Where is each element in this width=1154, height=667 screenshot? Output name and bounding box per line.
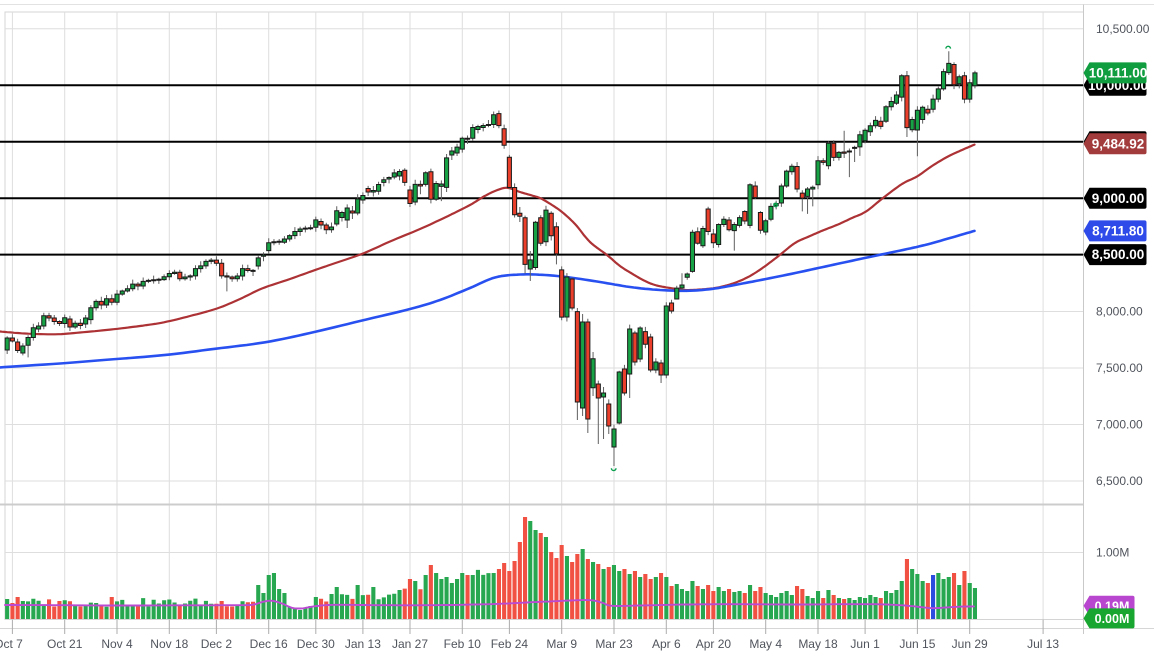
svg-text:Dec 30: Dec 30 xyxy=(297,637,335,651)
svg-text:Feb 10: Feb 10 xyxy=(444,637,482,651)
svg-text:Oct 7: Oct 7 xyxy=(0,637,23,651)
svg-text:7,000.00: 7,000.00 xyxy=(1096,418,1143,432)
svg-text:8,000.00: 8,000.00 xyxy=(1096,305,1143,319)
svg-text:Jul 13: Jul 13 xyxy=(1027,637,1059,651)
svg-text:Apr 20: Apr 20 xyxy=(696,637,732,651)
svg-text:Jan 27: Jan 27 xyxy=(392,637,428,651)
svg-text:Jun 15: Jun 15 xyxy=(899,637,935,651)
svg-text:10,111.00: 10,111.00 xyxy=(1089,66,1148,81)
svg-text:Nov 4: Nov 4 xyxy=(101,637,133,651)
svg-text:1.00M: 1.00M xyxy=(1096,546,1129,560)
svg-text:9,000.00: 9,000.00 xyxy=(1092,191,1145,206)
svg-text:Oct 21: Oct 21 xyxy=(47,637,83,651)
svg-text:0.00M: 0.00M xyxy=(1095,612,1130,626)
svg-text:Jun 1: Jun 1 xyxy=(850,637,880,651)
svg-text:6,500.00: 6,500.00 xyxy=(1096,474,1143,488)
svg-text:May 4: May 4 xyxy=(749,637,782,651)
svg-text:Mar 9: Mar 9 xyxy=(546,637,577,651)
svg-text:Nov 18: Nov 18 xyxy=(150,637,188,651)
svg-text:Apr 6: Apr 6 xyxy=(652,637,681,651)
svg-text:Dec 16: Dec 16 xyxy=(250,637,288,651)
svg-text:May 18: May 18 xyxy=(798,637,838,651)
svg-text:8,500.00: 8,500.00 xyxy=(1092,247,1145,262)
svg-text:Jan 13: Jan 13 xyxy=(345,637,381,651)
svg-text:7,500.00: 7,500.00 xyxy=(1096,361,1143,375)
svg-text:Dec 2: Dec 2 xyxy=(201,637,233,651)
svg-text:10,500.00: 10,500.00 xyxy=(1096,22,1150,36)
svg-text:Jun 29: Jun 29 xyxy=(952,637,988,651)
svg-text:Mar 23: Mar 23 xyxy=(595,637,633,651)
svg-text:Feb 24: Feb 24 xyxy=(491,637,529,651)
svg-text:8,711.80: 8,711.80 xyxy=(1092,224,1144,239)
svg-text:9,484.92: 9,484.92 xyxy=(1092,136,1145,151)
